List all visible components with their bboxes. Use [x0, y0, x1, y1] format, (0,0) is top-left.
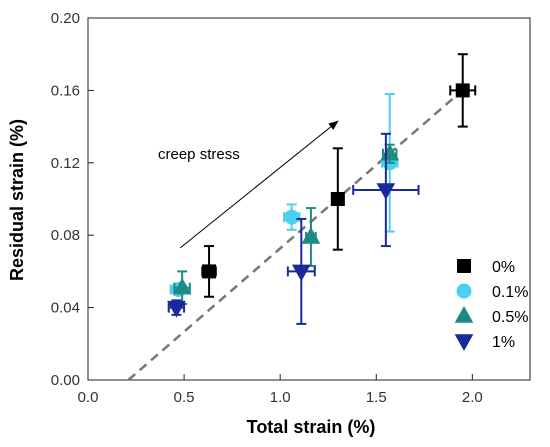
- y-tick-label: 0.00: [51, 372, 80, 389]
- data-point: [172, 277, 192, 295]
- series-0pct: [201, 53, 477, 298]
- creep-stress-label: creep stress: [158, 146, 240, 163]
- data-point: [330, 192, 345, 206]
- data-point: [301, 227, 321, 244]
- legend-label: 0.1%: [492, 284, 528, 301]
- x-tick-label: 2.0: [462, 389, 483, 406]
- legend-marker: [457, 259, 471, 273]
- y-tick-label: 0.04: [51, 300, 80, 317]
- creep-stress-arrow: [179, 120, 339, 249]
- series-0_5pct: [172, 143, 400, 305]
- plot-frame: [87, 17, 531, 381]
- legend-marker: [454, 306, 474, 323]
- trend-line-layer: [127, 85, 468, 381]
- legend-label: 1%: [492, 334, 515, 351]
- y-tick-label: 0.16: [51, 82, 80, 99]
- ticks-layer: 0.0 0.5 1.0 1.5 2.0 0.00 0.04 0.08 0.12 0.16 0.20: [51, 10, 483, 406]
- annotation-layer: creep stress: [158, 120, 339, 249]
- x-axis-title: Total strain (%): [247, 417, 376, 437]
- data-point: [291, 264, 311, 282]
- y-tick-label: 0.12: [51, 155, 80, 172]
- series-1pct: [167, 132, 420, 325]
- plot-border: [87, 17, 531, 381]
- legend-label: 0%: [492, 259, 515, 276]
- legend-marker: [456, 283, 472, 299]
- legend-label: 0.5%: [492, 309, 528, 326]
- data-marks-layer: [167, 53, 477, 325]
- data-point: [167, 300, 186, 318]
- legend: 0% 0.1% 0.5% 1%: [454, 259, 528, 351]
- data-point: [202, 264, 217, 279]
- y-tick-label: 0.08: [51, 227, 80, 244]
- x-tick-label: 1.0: [270, 389, 291, 406]
- x-tick-label: 0.5: [174, 389, 195, 406]
- x-tick-label: 1.5: [366, 389, 387, 406]
- y-axis-title: Residual strain (%): [7, 119, 27, 281]
- data-point: [455, 83, 470, 98]
- dashed-trend-line: [127, 85, 468, 381]
- legend-marker: [454, 334, 474, 351]
- y-tick-label: 0.20: [51, 10, 80, 27]
- data-point: [376, 183, 396, 200]
- x-tick-label: 0.0: [78, 389, 99, 406]
- data-point: [284, 209, 300, 225]
